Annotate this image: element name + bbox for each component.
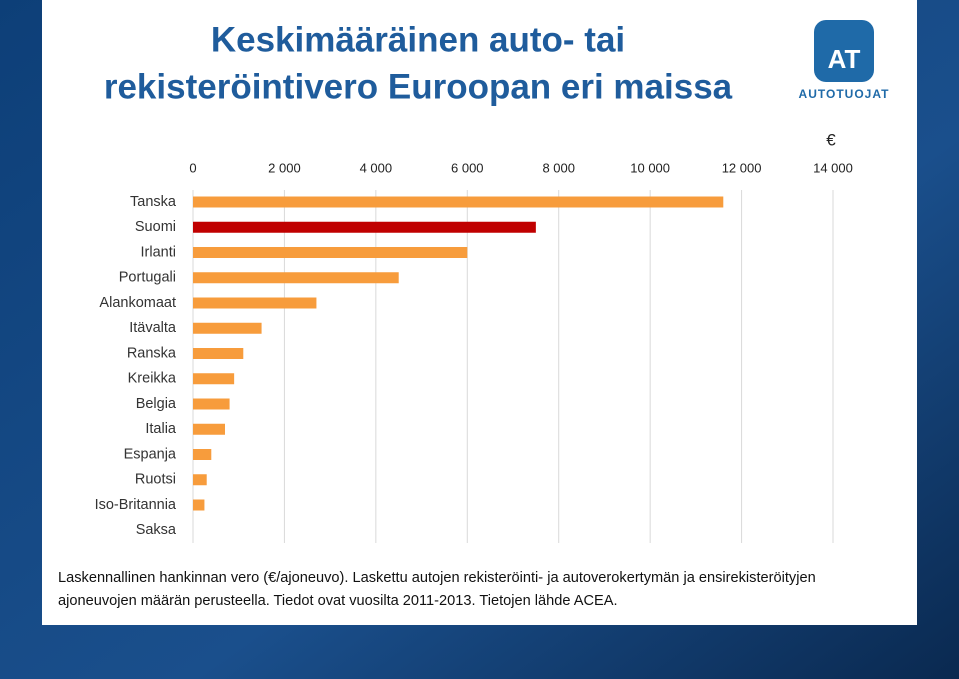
unit-label: € (826, 130, 836, 149)
bar (193, 272, 399, 284)
y-tick-label: Irlanti (141, 244, 176, 260)
bar (193, 247, 468, 258)
bar (193, 221, 536, 233)
logo-icon (814, 20, 874, 82)
card (42, 0, 917, 625)
bar (193, 373, 235, 385)
bar (193, 348, 244, 359)
y-tick-label: Iso-Britannia (95, 497, 177, 513)
y-tick-label: Portugali (119, 270, 176, 286)
bar (193, 474, 207, 486)
bar (193, 322, 262, 334)
logo-name: AUTOTUOJAT (799, 87, 890, 101)
y-tick-label: Ranska (127, 345, 177, 361)
footnote: Laskennallinen hankinnan vero (€/ajoneuv… (58, 570, 816, 609)
y-tick-label: Kreikka (128, 371, 177, 387)
bar (193, 499, 205, 511)
y-tick-label: Itävalta (129, 320, 177, 336)
y-tick-label: Tanska (130, 194, 177, 210)
x-tick-label: 14 000 (813, 160, 853, 175)
x-tick-label: 8 000 (542, 160, 575, 175)
y-tick-label: Belgia (136, 396, 177, 412)
y-tick-label: Espanja (124, 446, 177, 462)
title: Keskimääräinen auto- tai (211, 20, 625, 59)
title: rekisteröintivero Euroopan eri maissa (104, 67, 733, 106)
y-tick-label: Italia (145, 421, 177, 437)
x-tick-label: 4 000 (360, 160, 393, 175)
y-tick-label: Suomi (135, 219, 176, 235)
x-tick-label: 6 000 (451, 160, 484, 175)
x-tick-label: 12 000 (722, 160, 762, 175)
bar (193, 297, 317, 309)
y-tick-label: Ruotsi (135, 472, 176, 488)
x-tick-label: 10 000 (630, 160, 670, 175)
x-tick-label: 0 (189, 160, 196, 175)
bar (193, 449, 212, 460)
bar (193, 423, 225, 435)
bar (193, 398, 230, 410)
bar (193, 196, 724, 208)
y-tick-label: Saksa (136, 522, 177, 538)
y-tick-label: Alankomaat (99, 295, 176, 311)
x-tick-label: 2 000 (268, 160, 301, 175)
logo-mark: AT (828, 44, 861, 74)
